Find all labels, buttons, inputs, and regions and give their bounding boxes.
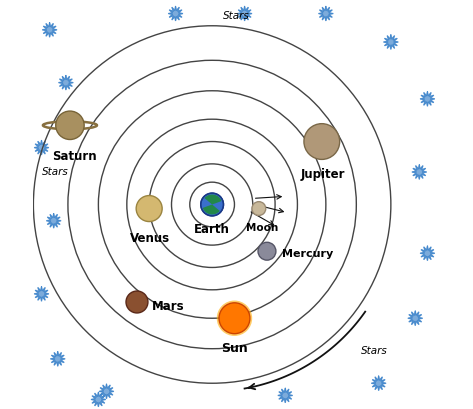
Polygon shape	[34, 140, 49, 155]
Circle shape	[252, 202, 266, 216]
Polygon shape	[46, 213, 61, 228]
Text: Jupiter: Jupiter	[300, 168, 345, 181]
Text: Moon: Moon	[246, 223, 278, 233]
Polygon shape	[51, 352, 65, 366]
Polygon shape	[278, 388, 293, 403]
Polygon shape	[371, 376, 386, 391]
Polygon shape	[237, 6, 252, 21]
Polygon shape	[420, 92, 435, 106]
Text: Stars: Stars	[361, 346, 388, 356]
Text: Stars: Stars	[43, 167, 69, 177]
Circle shape	[201, 193, 224, 216]
Text: Mars: Mars	[152, 300, 184, 313]
Text: Stars: Stars	[223, 11, 250, 20]
Polygon shape	[91, 392, 105, 407]
Polygon shape	[42, 22, 57, 37]
Circle shape	[126, 291, 148, 313]
Polygon shape	[318, 6, 333, 21]
Text: Sun: Sun	[221, 342, 248, 355]
Text: Saturn: Saturn	[52, 151, 96, 164]
Circle shape	[136, 196, 162, 222]
Polygon shape	[99, 384, 114, 399]
Wedge shape	[204, 195, 221, 204]
Polygon shape	[420, 246, 435, 261]
Polygon shape	[168, 6, 183, 21]
Polygon shape	[412, 165, 427, 179]
Wedge shape	[203, 204, 220, 214]
Circle shape	[219, 303, 250, 334]
Circle shape	[258, 242, 276, 260]
Polygon shape	[59, 75, 73, 90]
Polygon shape	[384, 35, 398, 49]
Text: Venus: Venus	[130, 232, 170, 245]
Text: Mercury: Mercury	[282, 249, 333, 259]
Polygon shape	[408, 311, 422, 326]
Circle shape	[304, 124, 340, 160]
Text: Earth: Earth	[194, 223, 230, 236]
Circle shape	[56, 111, 84, 139]
Polygon shape	[34, 287, 49, 301]
